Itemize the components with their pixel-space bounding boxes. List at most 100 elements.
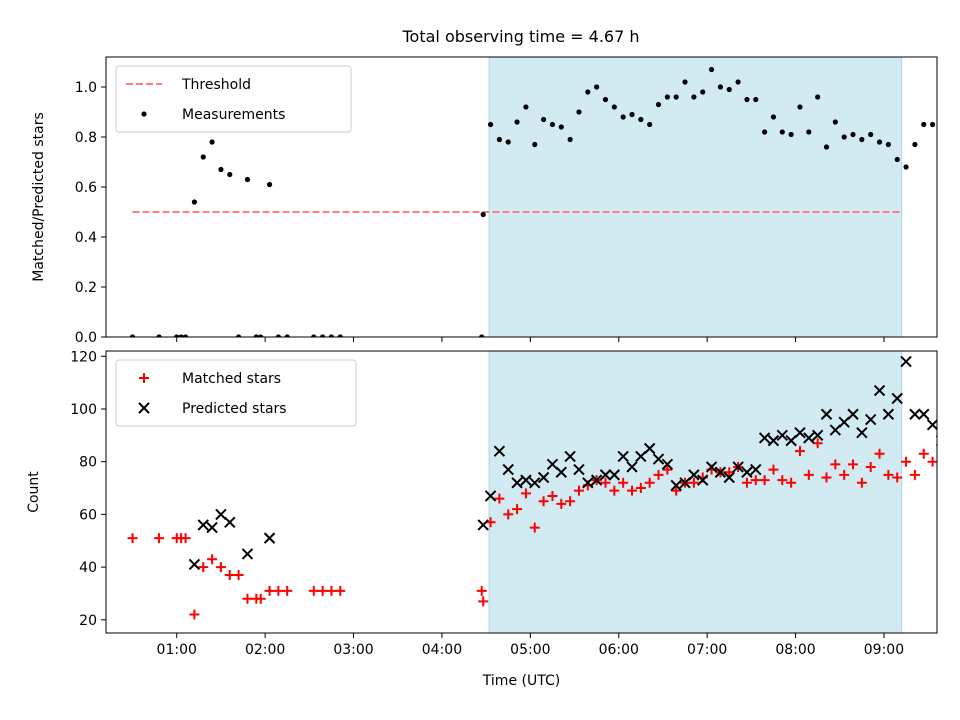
predicted-star-point xyxy=(643,442,656,455)
measurement-point xyxy=(209,139,215,145)
measurement-point xyxy=(735,79,741,85)
measurement-point xyxy=(479,334,485,337)
matched-star-point xyxy=(653,469,664,480)
matched-star-point xyxy=(839,469,850,480)
matched-star-point xyxy=(786,477,797,488)
y-axis-label: Count xyxy=(26,471,42,513)
measurement-point xyxy=(894,156,900,163)
matched-star-point xyxy=(520,488,531,499)
matched-star-point xyxy=(529,522,540,533)
matched-star-point xyxy=(215,562,226,573)
measurement-point xyxy=(939,124,944,129)
predicted-star-point xyxy=(758,432,771,444)
measurement-point xyxy=(682,79,688,85)
predicted-star-point xyxy=(697,474,709,486)
predicted-star-point xyxy=(820,408,833,420)
matched-star-point xyxy=(503,509,514,520)
predicted-star-point xyxy=(741,466,753,478)
predicted-star-point xyxy=(661,458,674,471)
measurement-point xyxy=(708,66,715,73)
predicted-star-point xyxy=(206,521,218,534)
axes-frame xyxy=(105,56,938,338)
x-tick-label: 03:00 xyxy=(333,642,373,658)
predicted-star-point xyxy=(484,490,497,502)
measurement-point xyxy=(227,171,233,178)
measurement-point xyxy=(912,141,918,148)
matched-star-point xyxy=(127,533,138,544)
predicted-star-point xyxy=(926,419,937,431)
x-tick-label: 04:00 xyxy=(422,642,462,658)
measurement-point xyxy=(832,119,838,125)
measurement-point xyxy=(558,124,564,130)
measurement-point xyxy=(156,334,162,337)
measurement-point xyxy=(585,89,591,95)
matched-star-point xyxy=(671,485,682,496)
predicted-star-point xyxy=(767,434,780,447)
matched-star-point xyxy=(189,609,200,620)
measurement-point xyxy=(191,199,198,205)
x-tick-label: 02:00 xyxy=(245,642,285,658)
measurement-point xyxy=(638,116,644,123)
measurement-point xyxy=(903,164,909,170)
measurement-point xyxy=(929,121,936,128)
measurement-point xyxy=(876,139,883,145)
matched-star-point xyxy=(768,464,779,475)
measurement-point xyxy=(532,141,538,148)
measurement-point xyxy=(337,334,343,337)
measurement-point xyxy=(797,104,803,110)
predicted-star-point xyxy=(635,450,647,463)
chart-title: Total observing time = 4.67 h xyxy=(401,27,639,46)
bottom-panel: 01:00 02:00 03:00 04:00 05:00 06:00 07:00 08:00… xyxy=(26,349,960,689)
predicted-star-point xyxy=(864,413,877,426)
predicted-star-point xyxy=(493,445,506,457)
matched-star-point xyxy=(803,469,814,480)
measurement-point xyxy=(673,94,679,100)
y-tick-label: 80 xyxy=(79,455,97,471)
predicted-star-point xyxy=(555,466,567,478)
matched-star-point xyxy=(512,504,523,515)
predicted-star-point xyxy=(520,474,532,486)
predicted-star-point xyxy=(511,477,523,489)
measurement-point xyxy=(174,334,180,337)
predicted-star-point xyxy=(197,519,209,531)
matched-star-point xyxy=(326,585,337,596)
matched-star-point xyxy=(264,585,275,596)
observing-window-shade xyxy=(488,56,903,338)
observing-window-shade xyxy=(488,350,903,634)
matched-star-point xyxy=(478,596,489,607)
measurement-point xyxy=(523,104,529,110)
predicted-star-point xyxy=(263,532,276,544)
measurement-point xyxy=(549,121,556,128)
matched-star-point xyxy=(547,490,558,501)
measurement-point xyxy=(514,119,520,125)
measurement-point xyxy=(806,129,812,135)
matched-star-point xyxy=(954,499,960,509)
predicted-star-point xyxy=(750,463,762,476)
measurement-point xyxy=(266,181,273,188)
matched-star-point xyxy=(945,496,955,506)
measurement-point xyxy=(505,139,511,145)
matched-star-point xyxy=(335,585,346,596)
matched-star-point xyxy=(883,469,894,480)
matched-star-point xyxy=(635,483,646,494)
y-tick-label: 60 xyxy=(79,507,97,523)
y-tick-label: 0.6 xyxy=(75,180,97,196)
measurement-point xyxy=(576,109,582,115)
y-tick-label: 20 xyxy=(79,613,97,629)
matched-star-point xyxy=(476,585,487,596)
matched-star-point xyxy=(255,593,266,604)
matched-star-point xyxy=(273,585,284,596)
measurement-point xyxy=(244,176,251,183)
measurement-point xyxy=(753,96,759,103)
matched-star-point xyxy=(317,585,328,596)
plot-area xyxy=(129,66,944,337)
predicted-star-point xyxy=(829,424,842,436)
predicted-star-point xyxy=(847,408,859,420)
matched-star-point xyxy=(180,533,191,544)
y-tick-label: 0.0 xyxy=(75,330,97,346)
predicted-star-point xyxy=(945,433,955,443)
measurement-point xyxy=(629,111,635,118)
matched-star-point xyxy=(600,477,611,488)
legend-label: Threshold xyxy=(181,77,251,93)
measurement-point xyxy=(487,121,494,128)
